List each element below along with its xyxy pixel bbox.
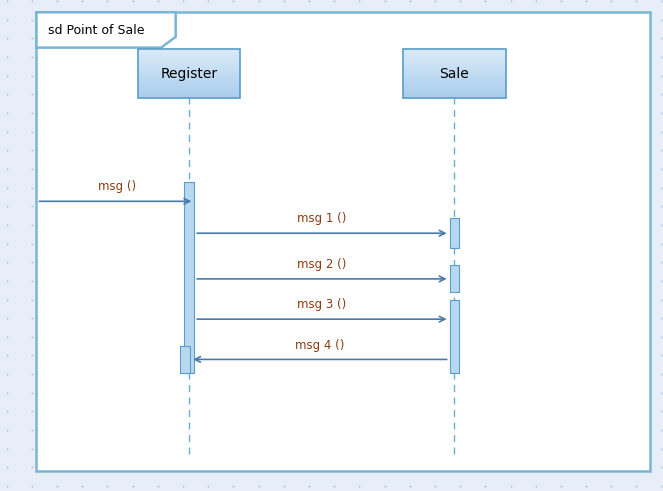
Bar [137,61,240,63]
Text: sd Point of Sale: sd Point of Sale [48,24,145,37]
Bar [403,73,506,74]
Bar [403,49,506,98]
Bar [403,51,506,52]
Bar [137,80,240,81]
Bar [137,86,240,87]
Bar [137,76,240,78]
Bar [137,49,240,98]
Bar [137,63,240,64]
Bar [137,65,240,66]
Bar [403,53,506,54]
Bar [403,66,506,68]
Bar [137,82,240,83]
Bar [180,346,190,373]
Bar [137,81,240,82]
Text: msg 4 (): msg 4 () [295,339,345,352]
Bar [137,66,240,68]
Bar [403,71,506,72]
Bar [403,79,506,80]
Bar [403,64,506,65]
Bar [403,83,506,85]
Bar [403,85,506,86]
Bar [403,90,506,91]
Bar [403,69,506,70]
Bar [137,94,240,96]
Bar [137,68,240,69]
Bar [403,74,506,75]
Bar [403,82,506,83]
Bar [450,265,459,292]
Bar [403,91,506,92]
Bar [137,70,240,71]
Bar [137,73,240,74]
Polygon shape [36,12,176,48]
Bar [403,92,506,93]
Bar [137,49,240,51]
Bar [403,60,506,61]
Bar [137,69,240,70]
Bar [403,88,506,90]
Bar [403,94,506,96]
Bar [137,55,240,56]
Bar [137,97,240,98]
Bar [137,90,240,91]
Bar [137,58,240,59]
Bar [137,74,240,75]
Bar [137,56,240,58]
Text: msg 3 (): msg 3 () [297,299,347,311]
Bar [403,58,506,59]
Bar [137,83,240,85]
Bar [137,91,240,92]
Bar [403,86,506,87]
Bar [137,85,240,86]
Bar [403,97,506,98]
Bar [137,75,240,76]
Bar [403,76,506,78]
Bar [137,93,240,94]
Bar [403,56,506,58]
Text: msg 2 (): msg 2 () [297,258,347,271]
Bar [403,54,506,55]
Bar [403,93,506,94]
Bar [450,218,459,248]
Bar [137,92,240,93]
Bar [403,96,506,97]
Text: Sale: Sale [440,67,469,81]
Bar [137,53,240,54]
Bar [137,59,240,60]
Bar [137,78,240,79]
Bar [403,81,506,82]
Bar [137,51,240,52]
Bar [137,87,240,88]
Bar [403,52,506,53]
Text: msg 1 (): msg 1 () [297,213,347,225]
Bar [137,52,240,53]
Bar [403,70,506,71]
Bar [403,55,506,56]
Bar [137,96,240,97]
Bar [137,60,240,61]
Bar [137,71,240,72]
Bar [403,59,506,60]
Text: Register: Register [160,67,217,81]
Bar [403,63,506,64]
Bar [403,68,506,69]
Bar [403,65,506,66]
Bar [403,78,506,79]
Bar [403,75,506,76]
Bar [403,80,506,81]
Bar [403,49,506,51]
Bar [184,182,194,373]
Bar [137,54,240,55]
Bar [137,64,240,65]
Bar [403,61,506,63]
Bar [137,79,240,80]
Text: msg (): msg () [98,181,136,193]
Bar [450,300,459,373]
Bar [137,88,240,90]
Bar [403,87,506,88]
